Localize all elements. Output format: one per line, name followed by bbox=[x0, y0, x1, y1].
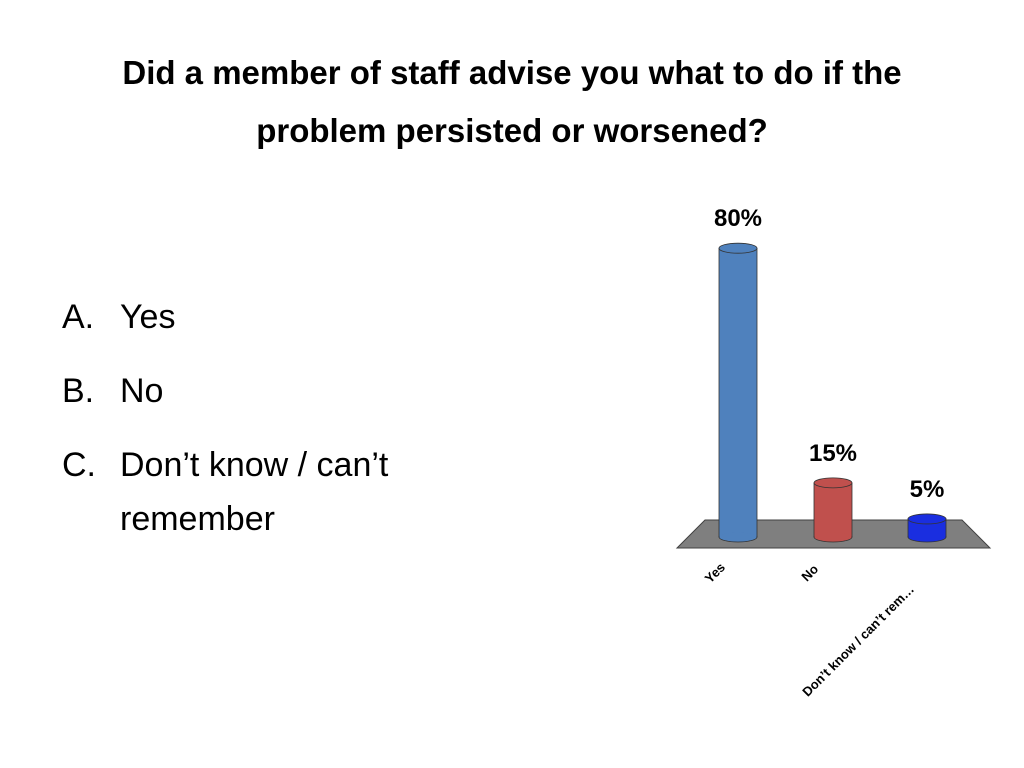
bar-top bbox=[813, 477, 853, 489]
list-marker: B. bbox=[62, 372, 95, 410]
list-marker: C. bbox=[62, 446, 96, 484]
bar bbox=[718, 247, 758, 538]
list-text: No bbox=[120, 372, 164, 410]
list-text: Don’t know / can’t remember bbox=[120, 446, 389, 538]
chart-title: Did a member of staff advise you what to… bbox=[122, 54, 902, 149]
list-item: C. Don’t know / can’t remember bbox=[62, 438, 502, 546]
bar bbox=[813, 482, 853, 538]
bar-bottom-cover bbox=[908, 532, 946, 542]
list-item: A. Yes bbox=[62, 290, 502, 344]
list-text: Yes bbox=[120, 298, 176, 336]
list-item: B. No bbox=[62, 364, 502, 418]
bar-top bbox=[718, 242, 758, 254]
bar-bottom-cover bbox=[719, 532, 757, 542]
bar-bottom-cover bbox=[814, 532, 852, 542]
list-marker: A. bbox=[62, 298, 95, 336]
x-tick-label: No bbox=[798, 561, 821, 584]
x-tick-label: Yes bbox=[702, 560, 728, 586]
x-tick-label: Don’t know / can’t rem… bbox=[799, 582, 917, 700]
value-label: 80% bbox=[714, 205, 762, 232]
value-label: 5% bbox=[910, 476, 945, 503]
value-label: 15% bbox=[809, 440, 857, 467]
bar-top bbox=[907, 513, 947, 525]
answer-list: A. Yes B. No C. Don’t know / can’t remember bbox=[62, 290, 502, 566]
